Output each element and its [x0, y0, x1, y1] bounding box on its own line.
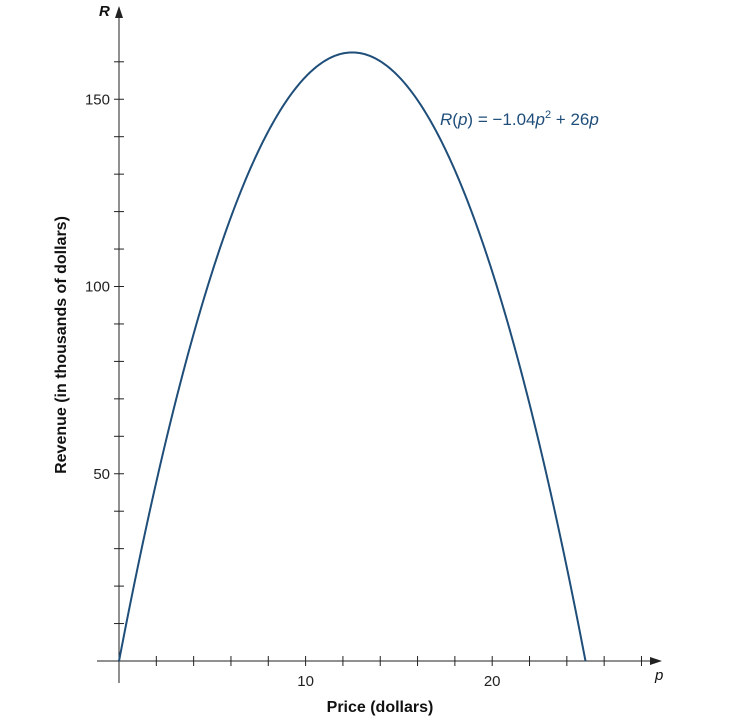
eq-p3: p	[588, 110, 598, 129]
eq-plus: + 26	[551, 110, 589, 129]
function-label: R(p) = −1.04p2 + 26p	[440, 109, 599, 129]
eq-p2: p	[534, 110, 544, 129]
tick-labels: 10 20 50 100 150	[85, 91, 501, 690]
y-axis-symbol: R	[99, 3, 110, 20]
axes	[97, 6, 662, 683]
x-tick-label: 20	[484, 673, 501, 690]
revenue-curve	[118, 51, 587, 662]
eq-close: )	[467, 110, 473, 129]
y-axis-title: Revenue (in thousands of dollars)	[53, 216, 70, 474]
y-axis-arrow	[115, 6, 123, 18]
y-tick-label: 150	[85, 91, 110, 108]
eq-coef: = −1.04	[473, 110, 535, 129]
eq-exponent: 2	[545, 109, 551, 121]
eq-R: R	[440, 110, 452, 129]
x-axis-title: Price (dollars)	[327, 699, 434, 716]
y-tick-label: 100	[85, 279, 110, 296]
y-tick-label: 50	[93, 466, 110, 483]
ticks	[114, 61, 642, 666]
x-axis-symbol: p	[654, 667, 663, 684]
eq-open: (	[452, 110, 458, 129]
x-axis-arrow	[650, 657, 662, 665]
x-tick-label: 10	[297, 673, 314, 690]
eq-p: p	[457, 110, 467, 129]
